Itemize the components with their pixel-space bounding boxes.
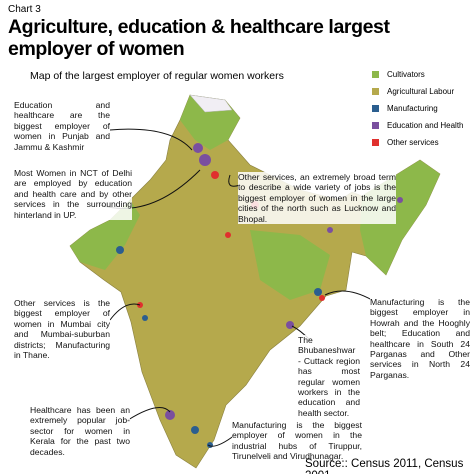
unshaded-region — [189, 94, 233, 113]
legend-item: Cultivators — [372, 66, 464, 83]
annotation: Manufacturing is the biggest employer of… — [232, 420, 362, 462]
legend-label: Cultivators — [387, 70, 425, 79]
legend-label: Other services — [387, 138, 439, 147]
title-line: employer of women — [8, 38, 185, 60]
annotation: Manufacturing is the biggest employer in… — [370, 297, 470, 381]
legend-item: Agricultural Labour — [372, 83, 464, 100]
legend-label: Education and Health — [387, 121, 464, 130]
legend-swatch — [372, 105, 379, 112]
annotation: Other services is the biggest employer o… — [14, 298, 110, 361]
cultivators-region — [250, 230, 330, 300]
source: Source:: Census 2011, Census 2001 — [305, 458, 464, 474]
legend-swatch — [372, 71, 379, 78]
district-blobs — [116, 143, 403, 448]
chart-label: Chart 3 — [8, 4, 41, 15]
subtitle: Map of the largest employer of regular w… — [30, 70, 284, 82]
annotation: Education and healthcare are the biggest… — [14, 100, 110, 153]
legend-swatch — [372, 139, 379, 146]
legend-item: Other services — [372, 134, 464, 151]
legend-label: Agricultural Labour — [387, 87, 455, 96]
annotation: Other services, an extremely broad term … — [238, 172, 396, 225]
annotation: Most Women in NCT of Delhi are employed … — [14, 168, 132, 221]
annotation: The Bhubaneshwar - Cuttack region has mo… — [298, 335, 360, 419]
legend: Cultivators Agricultural Labour Manufactur… — [372, 66, 464, 151]
legend-label: Manufacturing — [387, 104, 438, 113]
legend-item: Manufacturing — [372, 100, 464, 117]
title: Agriculture, education & healthcare larg… — [8, 16, 390, 60]
title-line: Agriculture, education & healthcare larg… — [8, 16, 390, 38]
legend-item: Education and Health — [372, 117, 464, 134]
legend-swatch — [372, 122, 379, 129]
annotation: Healthcare has been an extremely popular… — [30, 405, 130, 458]
legend-swatch — [372, 88, 379, 95]
